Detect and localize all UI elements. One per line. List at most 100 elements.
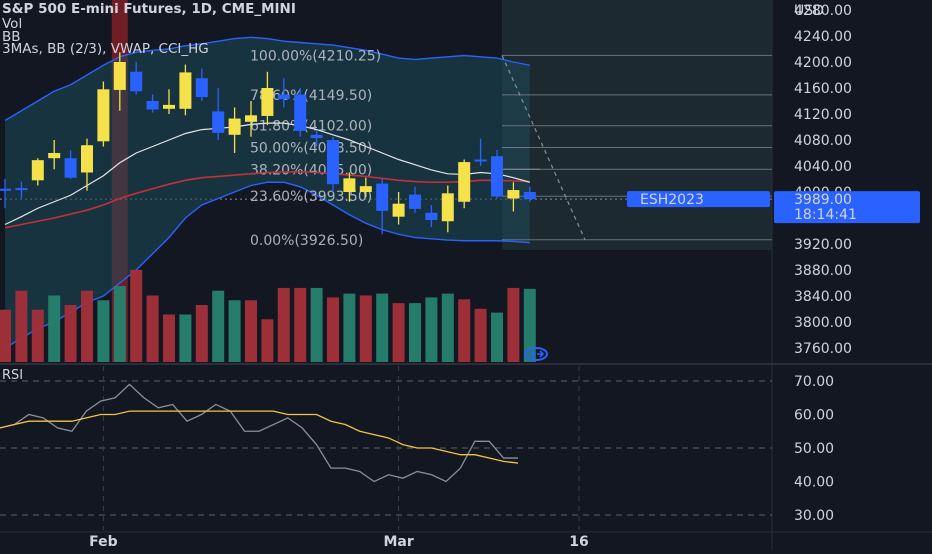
candle [146,94,159,113]
chart-title[interactable]: S&P 500 E-mini Futures, 1D, CME_MINI [2,1,296,17]
price-axis-tick-label: 4280.00 [794,3,852,19]
volume-bar [163,314,175,362]
candle-body [392,203,405,217]
fib-level-label: 50.00%(4068.50) [250,140,372,156]
candle-body [327,140,339,185]
candle [458,159,471,209]
volume-bar [392,303,405,362]
volume-bar [81,290,93,362]
time-axis-tick-label: Feb [89,534,118,550]
candle [212,88,225,140]
volume-indicator-label[interactable]: Vol [2,16,23,32]
candle-body [277,94,290,100]
candle-body [212,111,225,133]
candle-body [113,62,126,90]
volume-bar [327,297,339,362]
volume-bar [294,287,307,362]
candle-body [261,88,274,116]
volume-bar [195,305,208,362]
rsi-axis-tick-label: 50.00 [794,441,834,457]
rsi-axis-tick-label: 30.00 [794,508,834,524]
candle-body [376,183,389,211]
last-price-label: 3989.00 [794,192,852,208]
volume-bar [212,290,225,362]
candle-body [64,158,77,178]
time-axis-tick-label: 16 [569,534,588,550]
volume-bar [458,299,471,362]
volume-bar [130,269,143,362]
candle-body [458,162,471,202]
candle-body [491,156,503,197]
volume-bar [409,303,421,362]
bollinger-indicator-label[interactable]: BB [2,29,21,45]
candle [359,177,372,198]
candle [392,192,405,225]
volume-bar [359,295,372,362]
volume-bar [474,308,487,362]
candle [48,140,61,170]
candle [507,182,520,212]
candle-body [425,212,438,220]
rsi-ma-line [0,410,519,464]
volume-bar [376,293,389,362]
candle-body [179,72,192,109]
rsi-pane-label[interactable]: RSI [2,368,24,383]
bollinger-band-fill [5,37,530,349]
replay-icon-ring [524,347,548,361]
candle-body [523,192,536,200]
rsi-axis-tick-label: 60.00 [794,408,834,424]
candle-body [310,134,323,139]
volume-bar [343,293,356,362]
last-price-tag-box [774,191,920,224]
fib-level-label: 61.80%(4102.00) [250,119,372,135]
rsi-axis-tick-label: 40.00 [794,475,834,491]
volume-bar [523,288,536,362]
volume-bar [179,314,192,362]
price-axis-tick-label: 3760.00 [794,341,852,357]
candle-body [409,194,421,209]
candle-body [343,178,356,192]
candle [409,186,421,213]
volume-bar [97,300,110,362]
candle [97,81,110,147]
bar-countdown-label: 18:14:41 [794,207,857,223]
rsi-axis-tick-label: 70.00 [794,374,834,390]
candle-body [0,188,11,191]
symbol-tag-label: ESH2023 [640,192,704,208]
price-axis-tick-label: 4240.00 [794,29,852,45]
candle [15,181,28,199]
candle [130,62,143,95]
candle [277,78,290,108]
replay-icon-arrows [529,350,545,358]
candle [474,138,487,166]
symbol-tag-box [627,191,770,208]
price-axis-tick-label: 3840.00 [794,289,852,305]
moving-averages-indicator-label[interactable]: 3MAs, BB (2/3), VWAP, CCI_HG [2,41,209,57]
candle [261,71,274,126]
price-axis-tick-label: 4200.00 [794,55,852,71]
candle [113,52,126,111]
volume-bar [425,297,438,362]
candle-body [507,190,520,199]
candle [425,205,438,228]
candle [195,68,208,101]
candle-body [474,159,487,162]
price-axis-tick-label: 3880.00 [794,263,852,279]
volume-bar [146,295,159,362]
candle [523,186,536,202]
fib-level-label: 100.00%(4210.25) [250,48,381,64]
volume-bar [491,312,503,362]
candle [294,88,307,137]
candle-body [48,153,61,159]
candle-body [31,160,44,181]
candle [327,136,339,192]
volume-bar [15,290,28,362]
volume-bar [261,319,274,362]
price-axis-tick-label: 4080.00 [794,133,852,149]
candle [0,179,11,209]
candle-body [228,118,241,135]
candle-body [441,193,454,222]
candle-body [163,104,175,109]
